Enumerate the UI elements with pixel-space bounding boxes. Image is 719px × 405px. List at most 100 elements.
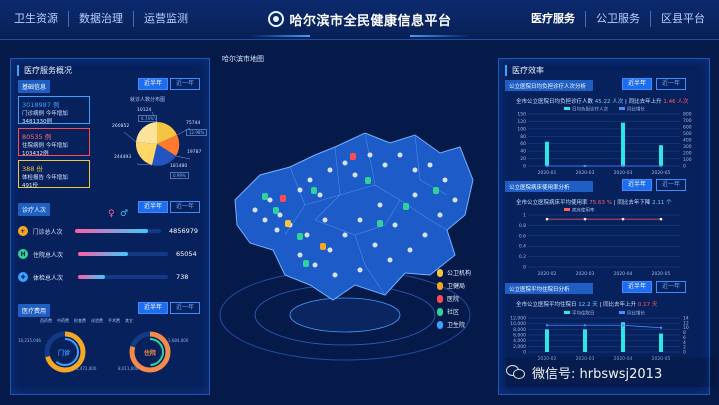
chart-3-half-year-button[interactable]: 近半年 xyxy=(622,281,653,293)
nav-left: 卫生资源 数据治理 运营监测 xyxy=(4,11,198,27)
chart-3-bar-chart: 平均住院日 同比增长02,0004,0006,0008,00010,00012,0… xyxy=(510,310,689,362)
bar xyxy=(545,329,549,352)
inpatient-icon: H xyxy=(18,249,28,259)
line-point xyxy=(621,217,625,221)
costs-half-year-button[interactable]: 近半年 xyxy=(138,302,169,314)
platform-logo-icon xyxy=(268,11,285,27)
y-tick-label: 40 xyxy=(520,149,526,155)
harbin-map[interactable] xyxy=(215,125,495,395)
chart-1-caption: 全市公立医院日均负担诊疗人数 45.22 人次 | 同比去年上升 1.46 人次 xyxy=(516,97,688,105)
wechat-watermark: 微信号: hrbswsj2013 xyxy=(506,357,716,387)
cost-donuts xyxy=(44,331,171,373)
stat-outpatient: 3018987 例 门诊病例 今年增加 3481330例 xyxy=(18,96,90,125)
y-right-tick-label: 4 xyxy=(683,340,686,346)
line-point xyxy=(659,164,663,168)
visit-row-label: 体检总人次 xyxy=(33,274,64,282)
chart-3-caption-change: 0.17 天 xyxy=(637,302,658,308)
y-tick-label: 0.4 xyxy=(519,244,526,250)
female-icon: ♀ xyxy=(108,209,115,219)
pie-label-4: 244493 xyxy=(114,155,132,160)
chart-1-half-year-button[interactable]: 近半年 xyxy=(622,78,653,90)
costs-label: 医疗费用 xyxy=(18,304,51,317)
outpatient-donut-label: 门诊 xyxy=(58,350,71,357)
legend-label: 日均负担诊疗人次 xyxy=(572,106,608,113)
map-legend-item[interactable]: 公卫机构 xyxy=(437,266,471,279)
chart-3-caption-value: 12.2 天 xyxy=(578,302,598,308)
checkup-icon: ✚ xyxy=(18,272,28,282)
visit-row-label: 住院总人次 xyxy=(33,251,64,259)
nav-district-platform[interactable]: 区县平台 xyxy=(661,12,705,25)
visits-half-year-button[interactable]: 近半年 xyxy=(138,201,169,213)
map-legend-label: 医院 xyxy=(447,296,460,303)
visit-progress-bar xyxy=(78,252,168,256)
y-tick-label: 0.8 xyxy=(519,223,526,229)
pie-caption: 就诊人数分布图 xyxy=(130,97,166,103)
nav-operations-monitoring[interactable]: 运营监测 xyxy=(144,12,188,25)
pie-label-5: 19787 xyxy=(187,150,202,155)
x-tick-label: 2020-04 xyxy=(614,356,633,362)
pie-label-6: 181480 xyxy=(170,164,188,169)
y-right-tick-label: 800 xyxy=(683,112,692,118)
stat-checkup-line2: 491份 xyxy=(22,183,38,189)
stat-inpatient-line1: 住院病例 今年增加 xyxy=(22,143,68,149)
outpatient-donut-arc xyxy=(44,331,86,373)
brand: 哈尔滨市全民健康信息平台 xyxy=(240,7,480,37)
pie-tag-2: 12.98% xyxy=(186,129,208,136)
pie-slice-4 xyxy=(135,142,157,165)
chart-2-half-year-button[interactable]: 近半年 xyxy=(622,179,653,191)
map-legend-item[interactable]: 医院 xyxy=(437,292,471,305)
line-point xyxy=(659,326,663,329)
map-markers xyxy=(262,153,439,267)
y-right-tick-label: 200 xyxy=(683,151,692,157)
line-point xyxy=(621,324,625,327)
line-point xyxy=(659,217,663,221)
chart-1-one-year-button[interactable]: 近一年 xyxy=(656,78,687,90)
map-legend-item[interactable]: 社区 xyxy=(437,305,471,318)
y-right-tick-label: 12 xyxy=(683,320,689,326)
nav-health-resources[interactable]: 卫生资源 xyxy=(4,11,69,27)
chart-3-header: 公立医院平均住院日分析 xyxy=(505,283,593,294)
bar xyxy=(583,329,587,352)
map-legend-label: 卫健局 xyxy=(447,283,466,290)
y-tick-label: 4,000 xyxy=(513,338,526,344)
legend-label: 平均住院日 xyxy=(572,310,595,317)
y-tick-label: 0 xyxy=(523,164,526,170)
pie-slice-1 xyxy=(157,122,177,144)
y-tick-label: 60 xyxy=(520,141,526,147)
bar xyxy=(659,333,663,352)
male-icon: ♂ xyxy=(120,209,129,219)
nav-medical-services[interactable]: 医疗服务 xyxy=(521,11,586,27)
visit-row-inpatient: H 住院总人次 65054 xyxy=(18,248,198,260)
y-right-tick-label: 2 xyxy=(683,345,686,351)
basic-one-year-button[interactable]: 近一年 xyxy=(170,78,201,90)
legend-swatch xyxy=(619,311,625,314)
chart-1-caption-prefix: 全市公立医院日均负担诊疗人数 xyxy=(516,99,594,105)
y-tick-label: 20 xyxy=(520,156,526,162)
costs-one-year-button[interactable]: 近一年 xyxy=(170,302,201,314)
line-point xyxy=(583,217,587,221)
nav-public-health[interactable]: 公卫服务 xyxy=(586,11,651,27)
basic-half-year-button[interactable]: 近半年 xyxy=(138,78,169,90)
map-legend-item[interactable]: 卫健局 xyxy=(437,279,471,292)
page-title: 哈尔滨市全民健康信息平台 xyxy=(289,13,452,29)
visit-row-value: 4856979 xyxy=(169,227,198,235)
visit-row-outpatient: + 门诊总人次 4856979 xyxy=(18,225,198,237)
line-point xyxy=(545,324,549,327)
map-legend-item[interactable]: 卫生院 xyxy=(437,318,471,331)
nav-data-governance[interactable]: 数据治理 xyxy=(69,11,134,27)
chart-2-caption-value: 75.63 % xyxy=(589,200,612,206)
cost-legend-item: 手术费 xyxy=(108,318,120,323)
y-right-tick-label: 700 xyxy=(683,118,692,124)
x-tick-label: 2020-04 xyxy=(614,271,633,277)
x-tick-label: 2020-01 xyxy=(538,170,557,176)
inpatient-donut-arc xyxy=(129,331,171,373)
bar xyxy=(659,145,663,166)
visits-one-year-button[interactable]: 近一年 xyxy=(170,201,201,213)
chart-3-one-year-button[interactable]: 近一年 xyxy=(656,281,687,293)
y-right-tick-label: 500 xyxy=(683,131,692,137)
y-tick-label: 10,000 xyxy=(510,321,526,327)
chart-2-one-year-button[interactable]: 近一年 xyxy=(656,179,687,191)
inpatient-donut-label: 住院 xyxy=(144,350,157,357)
stat-inpatient: 80535 例 住院病例 今年增加 103432例 xyxy=(18,128,90,157)
cost-legend-item: 检查费 xyxy=(74,318,86,323)
